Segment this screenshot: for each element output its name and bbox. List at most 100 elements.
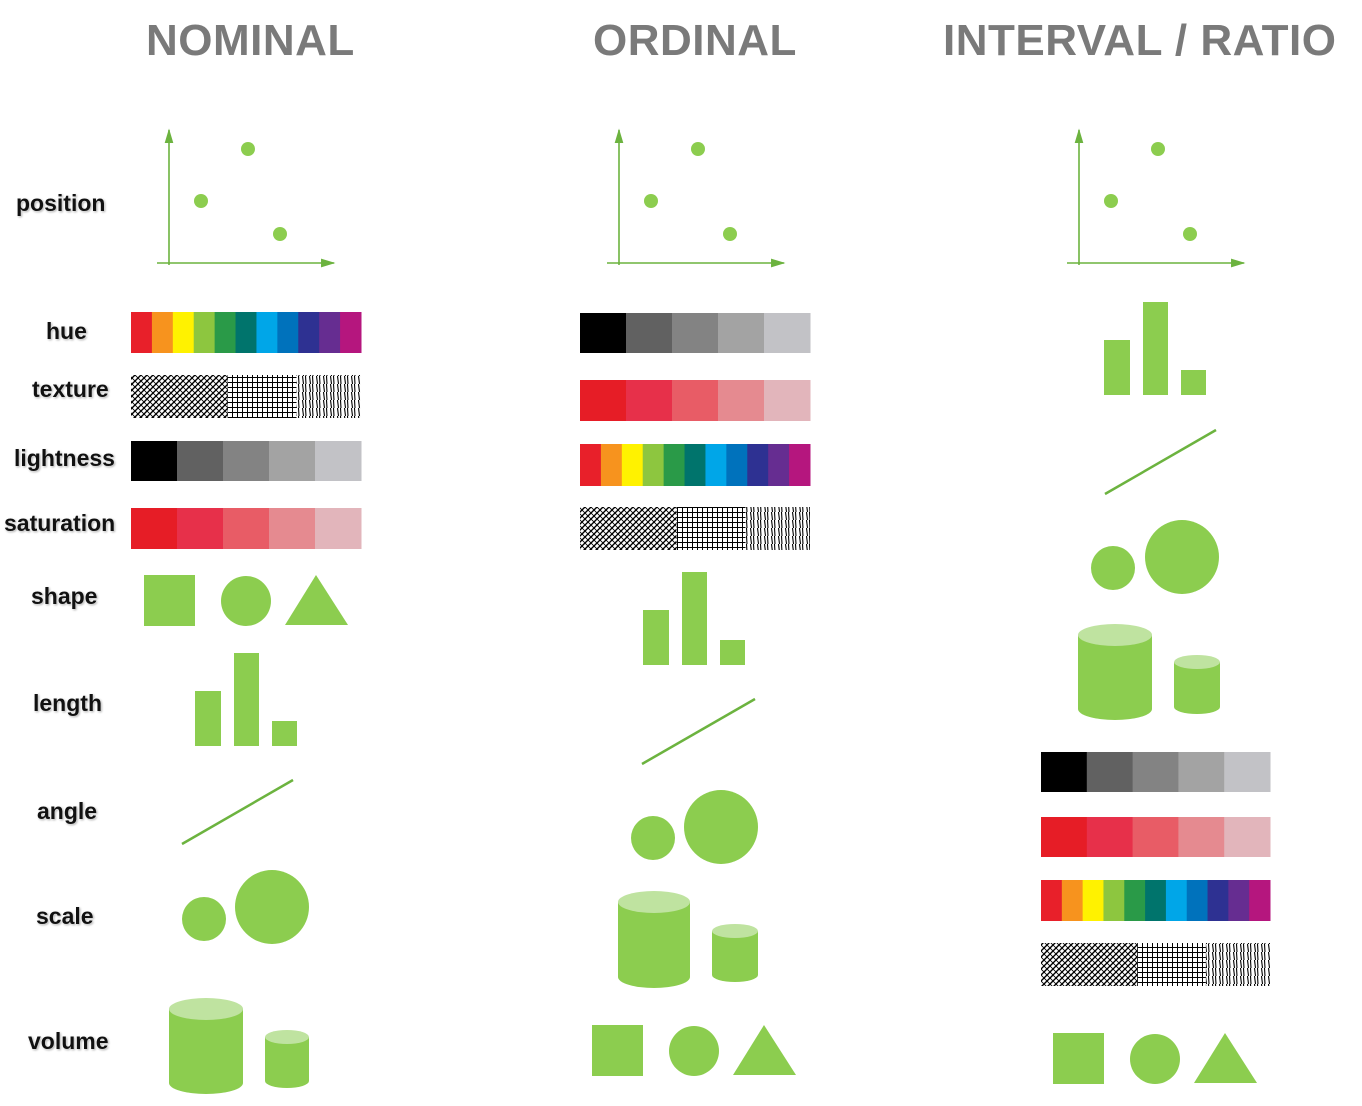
color-swatch — [642, 444, 665, 486]
ordinal-angle-line — [641, 697, 756, 766]
row-label-hue: hue — [46, 318, 87, 344]
color-swatch — [1086, 752, 1134, 792]
cylinder-top — [169, 998, 243, 1020]
bar-short — [1181, 370, 1206, 395]
color-swatch — [269, 441, 316, 481]
color-swatch — [718, 380, 765, 421]
color-swatch — [1082, 880, 1104, 921]
cylinder-top — [618, 891, 690, 913]
color-swatch — [1224, 752, 1271, 792]
cylinder-top — [1078, 624, 1152, 646]
bar-tall — [1143, 302, 1168, 395]
color-swatch — [131, 441, 178, 481]
interval-texture-strip — [1041, 943, 1270, 986]
color-swatch — [1186, 880, 1209, 921]
color-swatch — [172, 312, 195, 353]
color-swatch — [1061, 880, 1084, 921]
row-label-position: position — [16, 190, 106, 216]
color-swatch — [1178, 752, 1225, 792]
texture-swatch — [1137, 943, 1206, 986]
row-label-scale: scale — [36, 903, 94, 929]
column-title-interval-ratio: INTERVAL / RATIO — [943, 16, 1337, 65]
circle-shape — [1130, 1034, 1180, 1084]
row-label-volume: volume — [28, 1028, 109, 1054]
row-label-lightness: lightness — [14, 445, 115, 471]
color-swatch — [1041, 880, 1063, 921]
ordinal-lightness-strip — [580, 313, 811, 353]
column-title-nominal: NOMINAL — [146, 16, 355, 65]
color-swatch — [672, 313, 719, 353]
color-swatch — [1086, 817, 1134, 857]
color-swatch — [764, 380, 811, 421]
row-label-angle: angle — [37, 798, 98, 824]
color-swatch — [1041, 752, 1088, 792]
position-dot — [644, 194, 658, 208]
square-shape — [144, 575, 195, 626]
circle-shape — [221, 576, 271, 626]
triangle-shape — [1194, 1033, 1257, 1083]
ordinal-hue-strip — [580, 444, 811, 486]
color-swatch — [672, 380, 719, 421]
color-swatch — [747, 444, 769, 486]
angle-line — [641, 697, 756, 766]
interval-length-bars — [1104, 302, 1206, 395]
color-swatch — [269, 508, 316, 549]
nominal-shape-glyphs — [144, 575, 348, 626]
nominal-length-bars — [195, 653, 297, 746]
color-swatch — [1228, 880, 1250, 921]
interval-position-plot — [1067, 128, 1246, 268]
interval-saturation-strip — [1041, 817, 1271, 857]
interval-scale-circles — [1091, 520, 1219, 594]
nominal-saturation-strip — [131, 508, 362, 549]
color-swatch — [223, 441, 270, 481]
texture-swatch — [1041, 943, 1138, 986]
cylinder-body — [1078, 635, 1152, 720]
bar-medium — [1104, 340, 1130, 395]
color-swatch — [315, 441, 362, 481]
ordinal-position-plot — [607, 128, 786, 268]
nominal-scale-circles — [182, 870, 309, 944]
row-label-texture: texture — [32, 376, 109, 402]
color-swatch — [1124, 880, 1146, 921]
cylinder-body — [265, 1037, 309, 1088]
bar-medium — [643, 610, 669, 665]
color-swatch — [131, 312, 153, 353]
color-swatch — [256, 312, 278, 353]
bar-short — [720, 640, 745, 665]
ordinal-texture-strip — [580, 507, 810, 550]
small-circle — [182, 897, 226, 941]
color-swatch — [626, 313, 673, 353]
ordinal-scale-circles — [631, 790, 758, 864]
texture-swatch — [1205, 943, 1270, 986]
square-shape — [592, 1025, 643, 1076]
color-swatch — [277, 312, 299, 353]
color-swatch — [726, 444, 748, 486]
interval-shape-glyphs — [1053, 1033, 1257, 1084]
position-dot — [691, 142, 705, 156]
ordinal-shape-glyphs — [592, 1025, 796, 1076]
color-swatch — [768, 444, 790, 486]
texture-swatch — [745, 507, 810, 550]
color-swatch — [214, 312, 237, 353]
nominal-texture-strip — [131, 375, 361, 418]
color-swatch — [1224, 817, 1271, 857]
position-dot — [241, 142, 255, 156]
color-swatch — [340, 312, 362, 353]
color-swatch — [1165, 880, 1188, 921]
bar-medium — [195, 691, 221, 746]
color-swatch — [151, 312, 174, 353]
nominal-lightness-strip — [131, 441, 362, 481]
cylinder-body — [618, 902, 690, 988]
texture-swatch — [676, 507, 746, 550]
color-swatch — [235, 312, 257, 353]
texture-swatch — [580, 507, 677, 550]
large-circle — [1145, 520, 1219, 594]
color-swatch — [177, 441, 224, 481]
position-dot — [1104, 194, 1118, 208]
small-circle — [1091, 546, 1135, 590]
nominal-hue-strip — [131, 312, 362, 353]
color-swatch — [580, 444, 602, 486]
color-swatch — [684, 444, 706, 486]
ordinal-saturation-strip — [580, 380, 811, 421]
